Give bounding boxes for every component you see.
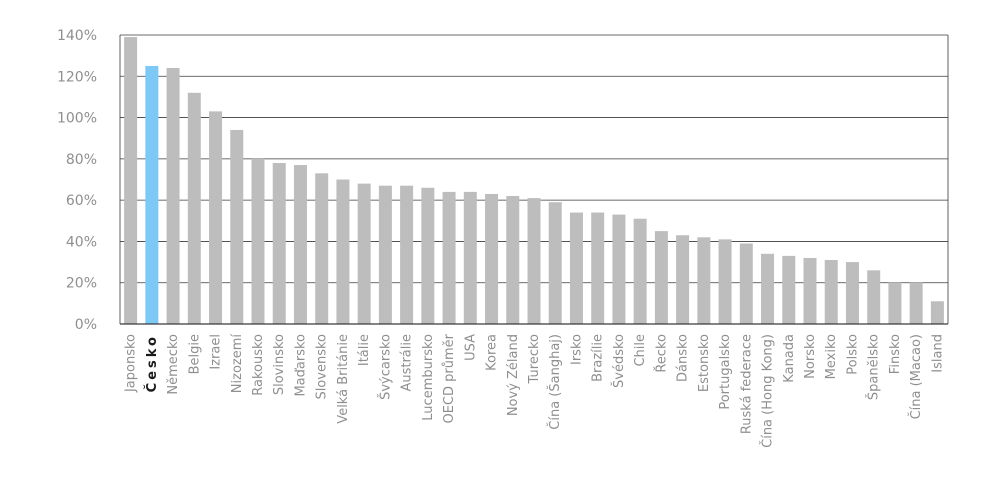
- axes: [119, 35, 949, 325]
- x-tick-label: Švédsko: [611, 334, 627, 388]
- bar-9: [315, 173, 329, 324]
- bar-23: [612, 214, 626, 324]
- bar-5: [230, 129, 244, 324]
- bar-26: [676, 235, 690, 324]
- bar-30: [761, 253, 775, 324]
- bar-6: [251, 158, 265, 324]
- x-tick-label: OECD průměr: [442, 333, 457, 423]
- y-axis-ticks: 0% 20% 40% 60% 80% 100% 120% 140%: [57, 28, 97, 333]
- bar-14: [421, 187, 435, 324]
- x-tick-label: Švýcarsko: [377, 334, 393, 400]
- x-tick-label: Slovensko: [315, 334, 330, 400]
- x-tick-label: USA: [463, 334, 478, 361]
- x-tick-label: Dánsko: [676, 334, 691, 382]
- bar-16: [463, 191, 477, 324]
- bar-20: [548, 202, 562, 324]
- x-tick-label: Estonsko: [697, 334, 712, 392]
- bar-33: [824, 260, 838, 324]
- x-tick-label: Belgie: [187, 334, 202, 374]
- y-tick-label: 20%: [66, 276, 97, 292]
- bar-21: [569, 212, 583, 324]
- bar-22: [591, 212, 605, 324]
- x-tick-label: Česko: [144, 334, 160, 392]
- bar-0: [124, 37, 138, 325]
- x-tick-label: Čína (Šanghaj): [547, 334, 563, 430]
- x-tick-label: Nový Zéland: [506, 334, 521, 416]
- x-tick-label: Izrael: [209, 334, 224, 370]
- x-tick-label: Austrálie: [400, 334, 415, 392]
- bar-31: [782, 255, 796, 324]
- y-tick-label: 0%: [75, 317, 97, 333]
- bar-35: [867, 270, 881, 324]
- bar-10: [336, 179, 350, 324]
- y-tick-label: 60%: [66, 193, 97, 209]
- bar-8: [293, 165, 307, 324]
- x-tick-label: Turecko: [527, 334, 542, 384]
- x-tick-label: Slovinsko: [272, 334, 287, 395]
- bar-18: [506, 196, 520, 324]
- bar-34: [845, 262, 859, 324]
- bar-29: [739, 243, 753, 324]
- x-axis-ticks: Japonsko Česko Německo Belgie Izrael Nizozemí…: [124, 333, 946, 448]
- bar-37: [909, 282, 923, 324]
- bar-32: [803, 257, 817, 324]
- x-tick-label: Rakousko: [251, 334, 266, 396]
- x-tick-label: Velká Británie: [336, 334, 351, 424]
- bar-19: [527, 198, 541, 324]
- bar-15: [442, 191, 456, 324]
- bar-36: [888, 282, 902, 324]
- x-tick-label: Čína (Hong Kong): [760, 334, 776, 448]
- bar-24: [633, 218, 647, 324]
- x-tick-label: Irsko: [569, 334, 584, 365]
- y-tick-label: 80%: [66, 152, 97, 168]
- x-tick-label: Čína (Macao): [908, 334, 924, 419]
- y-tick-label: 40%: [66, 234, 97, 250]
- bar-12: [378, 185, 392, 324]
- x-tick-label: Chile: [633, 334, 648, 367]
- bar-25: [654, 231, 668, 324]
- x-tick-label: Německo: [166, 334, 181, 395]
- bar-13: [400, 185, 414, 324]
- y-tick-label: 100%: [57, 111, 97, 127]
- x-tick-label: Španělsko: [866, 334, 882, 400]
- x-tick-label: Korea: [485, 334, 500, 371]
- x-tick-label: Japonsko: [124, 334, 139, 393]
- x-tick-label: Lucembursko: [421, 334, 436, 421]
- x-tick-label: Brazílie: [591, 334, 606, 382]
- x-tick-label: Ruská federace: [739, 334, 754, 434]
- x-tick-label: Řecko: [653, 334, 669, 373]
- bar-7: [272, 162, 286, 324]
- bar-28: [718, 239, 732, 324]
- bar-4: [209, 111, 223, 324]
- bar-17: [485, 193, 499, 324]
- x-tick-label: Polsko: [845, 334, 860, 375]
- x-tick-label: Itálie: [357, 334, 372, 366]
- bars: [124, 37, 944, 325]
- x-tick-label: Finsko: [888, 334, 903, 374]
- x-tick-label: Norsko: [803, 334, 818, 379]
- x-tick-label: Kanada: [782, 334, 797, 383]
- bar-3: [187, 92, 201, 324]
- bar-1: [145, 65, 159, 324]
- x-tick-label: Maďarsko: [293, 334, 308, 397]
- x-tick-label: Island: [930, 334, 945, 373]
- bar-27: [697, 237, 711, 324]
- bar-11: [357, 183, 371, 324]
- x-tick-label: Nizozemí: [230, 334, 245, 394]
- y-tick-label: 140%: [57, 28, 97, 44]
- x-tick-label: Portugalsko: [718, 334, 733, 410]
- y-tick-label: 120%: [57, 69, 97, 85]
- bar-38: [930, 301, 944, 324]
- x-tick-label: Mexiko: [824, 334, 839, 379]
- bar-2: [166, 68, 180, 325]
